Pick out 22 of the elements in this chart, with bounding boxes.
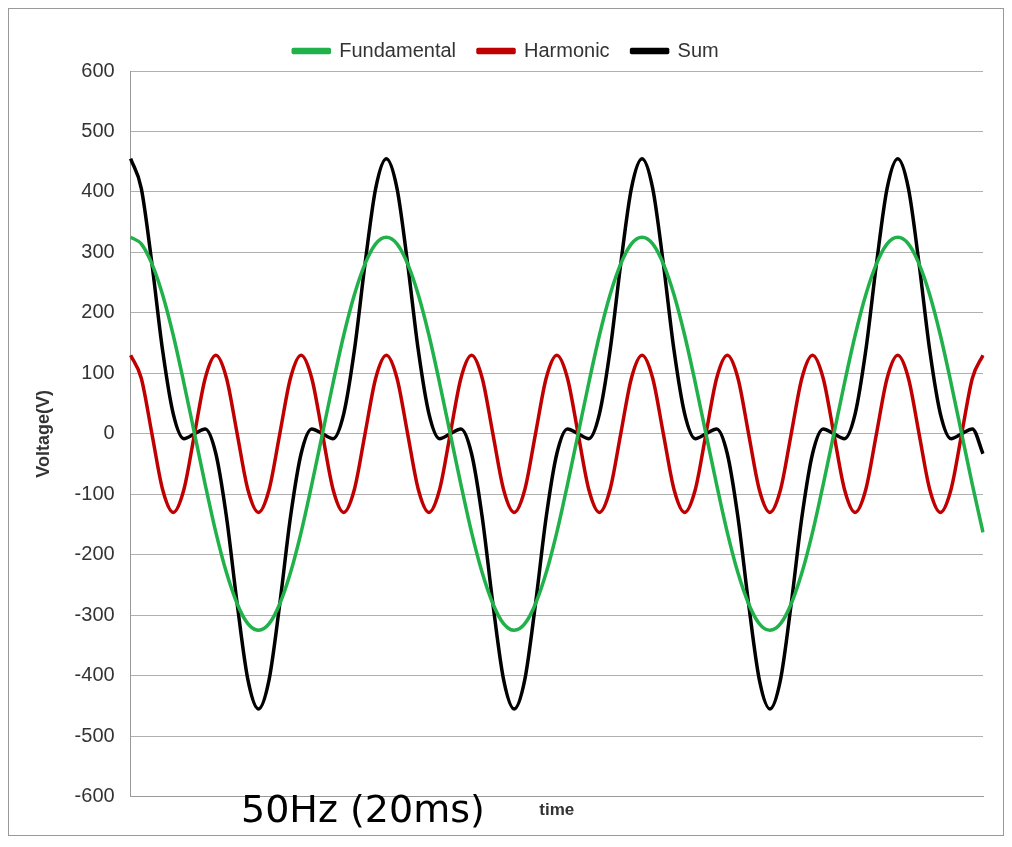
y-tick-label: 400 <box>81 179 115 202</box>
x-axis-title: time <box>539 800 575 820</box>
y-tick-label: 100 <box>81 360 115 383</box>
y-tick-label: -600 <box>74 784 115 807</box>
line-series <box>128 156 985 711</box>
y-tick-label: -300 <box>74 602 115 625</box>
line-series <box>128 235 985 633</box>
y-tick-label: 0 <box>103 421 115 444</box>
y-tick-label: 600 <box>81 58 115 81</box>
line-series <box>128 353 985 515</box>
y-tick-label: -100 <box>74 481 115 504</box>
y-axis-title: Voltage(V) <box>32 389 53 478</box>
y-tick-label: -400 <box>74 663 115 686</box>
legend-label: Harmonic <box>524 38 610 61</box>
y-tick-label: -500 <box>74 723 115 746</box>
y-tick-label: 200 <box>81 300 115 323</box>
y-tick-label: -200 <box>74 542 115 565</box>
annotation: 50Hz (20ms) <box>241 786 485 831</box>
y-tick-label: 300 <box>81 239 115 262</box>
legend-label: Fundamental <box>339 38 457 61</box>
y-tick-label: 500 <box>81 118 115 141</box>
legend-label: Sum <box>677 38 719 61</box>
